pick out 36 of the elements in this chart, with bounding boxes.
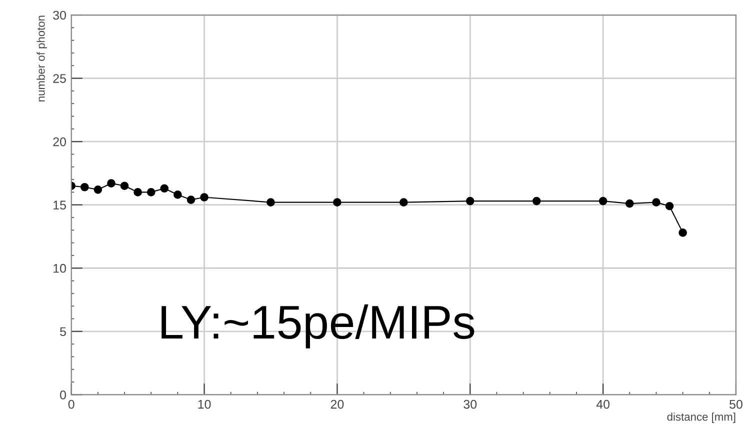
point (466, 196, 474, 206)
y-tick-label: 5 (60, 327, 66, 336)
point (107, 179, 116, 188)
x-tick-label: 50 (730, 400, 742, 409)
x-tick-label: 0 (68, 400, 74, 409)
point (160, 184, 169, 193)
point (665, 202, 674, 210)
point (200, 193, 208, 202)
point (174, 190, 182, 199)
y-tick-label: 20 (53, 137, 66, 146)
point (625, 199, 634, 208)
point (80, 182, 89, 192)
point (134, 188, 142, 196)
x-tick-label: 10 (198, 400, 211, 409)
point (146, 188, 156, 196)
point (186, 196, 196, 204)
point (399, 198, 408, 206)
y-tick-label: 25 (53, 74, 66, 83)
y-tick-label: 15 (54, 200, 66, 210)
point (266, 198, 275, 206)
x-tick-label: 20 (330, 400, 344, 409)
point (333, 198, 342, 206)
point (120, 182, 129, 190)
x-axis-title: distance [mm] (667, 412, 736, 423)
y-tick-label: 0 (60, 390, 66, 400)
y-tick-label: 10 (54, 264, 66, 273)
point (652, 198, 660, 206)
point (598, 196, 608, 206)
y-tick-label: 30 (53, 10, 66, 20)
point (94, 185, 102, 194)
annotation: LY:~15pe/MIPs (162, 304, 474, 348)
x-tick-label: 40 (596, 400, 610, 409)
x-tick-label: 30 (464, 400, 477, 409)
y-axis-title: number of photon (36, 16, 48, 102)
point (532, 196, 541, 206)
point (678, 228, 687, 237)
